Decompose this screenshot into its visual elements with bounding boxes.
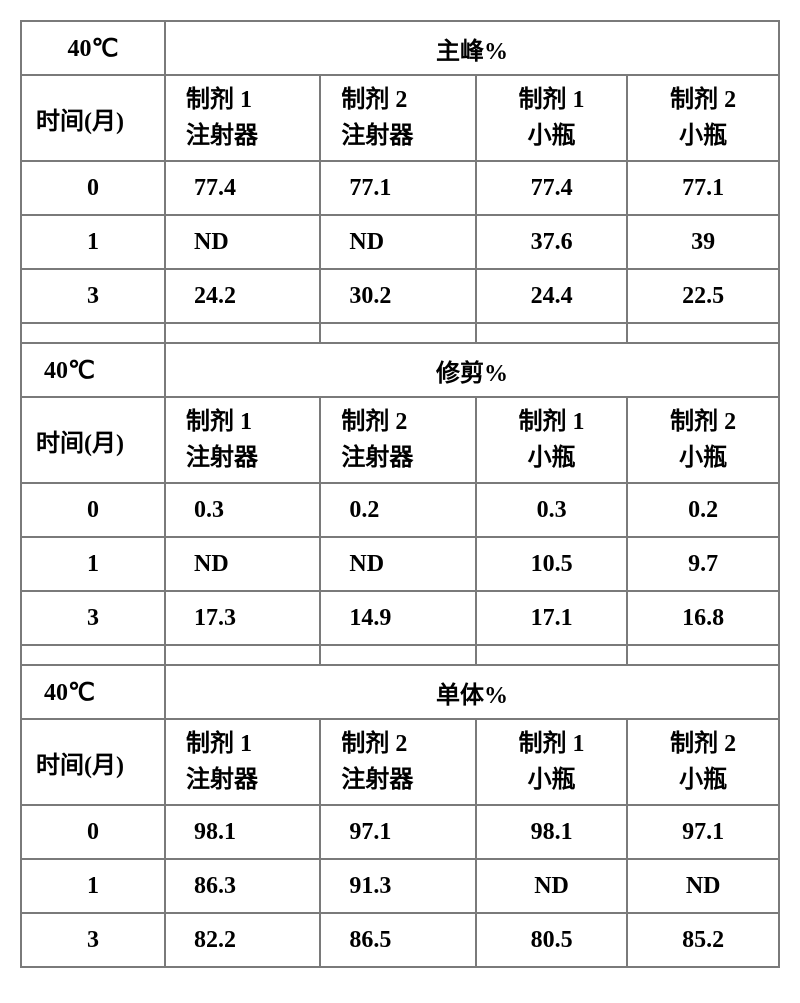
table-row: 3 82.2 86.5 80.5 85.2 xyxy=(21,913,779,967)
table-row: 0 98.1 97.1 98.1 97.1 xyxy=(21,805,779,859)
col-header: 制剂 2小瓶 xyxy=(627,719,779,805)
subheader-row: 时间(月) 制剂 1注射器 制剂 2注射器 制剂 1小瓶 制剂 2小瓶 xyxy=(21,75,779,161)
col-header: 制剂 1小瓶 xyxy=(476,397,628,483)
data-cell: ND xyxy=(165,215,320,269)
col-header: 制剂 2注射器 xyxy=(320,75,475,161)
data-cell: ND xyxy=(320,215,475,269)
data-cell: 77.4 xyxy=(476,161,628,215)
table-row: 1 ND ND 37.6 39 xyxy=(21,215,779,269)
data-cell: 39 xyxy=(627,215,779,269)
data-cell: 77.1 xyxy=(320,161,475,215)
col-header: 制剂 2注射器 xyxy=(320,397,475,483)
data-cell: 17.1 xyxy=(476,591,628,645)
data-cell: 91.3 xyxy=(320,859,475,913)
time-cell: 1 xyxy=(21,215,165,269)
data-table: 40℃ 主峰% 时间(月) 制剂 1注射器 制剂 2注射器 制剂 1小瓶 制剂 … xyxy=(20,20,780,968)
temp-cell: 40℃ xyxy=(21,21,165,75)
temp-cell: 40℃ xyxy=(21,343,165,397)
table-row: 0 77.4 77.1 77.4 77.1 xyxy=(21,161,779,215)
subheader-row: 时间(月) 制剂 1注射器 制剂 2注射器 制剂 1小瓶 制剂 2小瓶 xyxy=(21,397,779,483)
data-cell: 0.3 xyxy=(476,483,628,537)
data-cell: 17.3 xyxy=(165,591,320,645)
data-cell: 37.6 xyxy=(476,215,628,269)
col-header: 制剂 1注射器 xyxy=(165,719,320,805)
subheader-row: 时间(月) 制剂 1注射器 制剂 2注射器 制剂 1小瓶 制剂 2小瓶 xyxy=(21,719,779,805)
data-cell: 24.4 xyxy=(476,269,628,323)
table-container: 40℃ 主峰% 时间(月) 制剂 1注射器 制剂 2注射器 制剂 1小瓶 制剂 … xyxy=(20,20,780,968)
metric-cell: 单体% xyxy=(165,665,779,719)
table-row: 0 0.3 0.2 0.3 0.2 xyxy=(21,483,779,537)
data-cell: ND xyxy=(165,537,320,591)
data-cell: 0.3 xyxy=(165,483,320,537)
col-header: 制剂 2注射器 xyxy=(320,719,475,805)
time-label: 时间(月) xyxy=(21,719,165,805)
col-header: 制剂 1小瓶 xyxy=(476,719,628,805)
data-cell: 16.8 xyxy=(627,591,779,645)
data-cell: 85.2 xyxy=(627,913,779,967)
time-cell: 3 xyxy=(21,913,165,967)
data-cell: 10.5 xyxy=(476,537,628,591)
time-cell: 1 xyxy=(21,859,165,913)
data-cell: 86.5 xyxy=(320,913,475,967)
data-cell: 9.7 xyxy=(627,537,779,591)
data-cell: 86.3 xyxy=(165,859,320,913)
time-label: 时间(月) xyxy=(21,75,165,161)
time-cell: 3 xyxy=(21,269,165,323)
table-row: 3 24.2 30.2 24.4 22.5 xyxy=(21,269,779,323)
data-cell: 22.5 xyxy=(627,269,779,323)
data-cell: 77.4 xyxy=(165,161,320,215)
data-cell: 98.1 xyxy=(165,805,320,859)
spacer-row xyxy=(21,323,779,343)
col-header: 制剂 1注射器 xyxy=(165,397,320,483)
data-cell: 14.9 xyxy=(320,591,475,645)
col-header: 制剂 1小瓶 xyxy=(476,75,628,161)
section-header-row: 40℃ 单体% xyxy=(21,665,779,719)
data-cell: 30.2 xyxy=(320,269,475,323)
col-header: 制剂 1注射器 xyxy=(165,75,320,161)
temp-cell: 40℃ xyxy=(21,665,165,719)
data-cell: 97.1 xyxy=(627,805,779,859)
data-cell: 0.2 xyxy=(627,483,779,537)
data-cell: 97.1 xyxy=(320,805,475,859)
table-row: 3 17.3 14.9 17.1 16.8 xyxy=(21,591,779,645)
data-cell: 77.1 xyxy=(627,161,779,215)
time-cell: 0 xyxy=(21,483,165,537)
data-cell: 24.2 xyxy=(165,269,320,323)
data-cell: 0.2 xyxy=(320,483,475,537)
data-cell: 82.2 xyxy=(165,913,320,967)
data-cell: ND xyxy=(320,537,475,591)
section-header-row: 40℃ 主峰% xyxy=(21,21,779,75)
spacer-row xyxy=(21,645,779,665)
time-cell: 0 xyxy=(21,161,165,215)
metric-cell: 主峰% xyxy=(165,21,779,75)
time-cell: 3 xyxy=(21,591,165,645)
section-header-row: 40℃ 修剪% xyxy=(21,343,779,397)
col-header: 制剂 2小瓶 xyxy=(627,397,779,483)
data-cell: 80.5 xyxy=(476,913,628,967)
table-row: 1 86.3 91.3 ND ND xyxy=(21,859,779,913)
time-label: 时间(月) xyxy=(21,397,165,483)
table-row: 1 ND ND 10.5 9.7 xyxy=(21,537,779,591)
time-cell: 0 xyxy=(21,805,165,859)
data-cell: 98.1 xyxy=(476,805,628,859)
data-cell: ND xyxy=(476,859,628,913)
col-header: 制剂 2小瓶 xyxy=(627,75,779,161)
time-cell: 1 xyxy=(21,537,165,591)
data-cell: ND xyxy=(627,859,779,913)
metric-cell: 修剪% xyxy=(165,343,779,397)
